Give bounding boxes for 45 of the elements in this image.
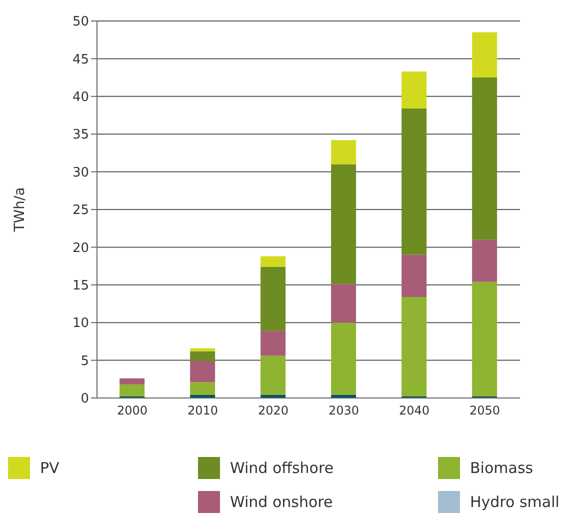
- y-tick-label: 35: [72, 128, 89, 143]
- bar: [260, 356, 286, 395]
- legend-label: PV: [40, 459, 60, 477]
- bar: [190, 351, 216, 362]
- bar: [120, 384, 145, 396]
- bar: [190, 348, 216, 352]
- bar: [120, 378, 145, 384]
- y-tick-label: 5: [80, 354, 89, 369]
- bar: [472, 282, 498, 396]
- bar: [260, 266, 286, 331]
- y-tick-label: 50: [72, 14, 89, 30]
- bar: [331, 164, 356, 284]
- x-tick-label: 2020: [258, 404, 289, 418]
- legend-label: Wind onshore: [230, 493, 333, 511]
- y-tick-label: 40: [72, 90, 89, 106]
- y-tick-label: 20: [72, 240, 89, 256]
- x-tick-label: 2010: [187, 404, 218, 418]
- y-tick-label: 0: [80, 392, 89, 407]
- bar: [402, 254, 427, 297]
- bar: [190, 361, 216, 382]
- y-tick-label: 45: [72, 52, 89, 68]
- x-tick-label: 2050: [469, 404, 500, 418]
- bar: [260, 256, 286, 267]
- y-tick-label: 15: [72, 278, 89, 294]
- bar: [402, 108, 427, 255]
- y-tick-label: 25: [72, 203, 89, 218]
- bar: [331, 284, 356, 323]
- bar: [331, 322, 356, 395]
- y-tick-label: 30: [72, 165, 89, 180]
- bar: [472, 32, 498, 78]
- bar: [260, 330, 286, 356]
- legend-label: Biomass: [470, 459, 534, 477]
- bar: [402, 296, 427, 396]
- bar: [190, 382, 216, 395]
- legend-label: Wind offshore: [230, 459, 334, 477]
- bar: [472, 240, 498, 282]
- legend-label: Hydro small: [470, 493, 560, 511]
- x-tick-label: 2030: [328, 404, 360, 418]
- x-tick-label: 2000: [116, 404, 148, 418]
- y-axis-title: TWh/a: [12, 187, 28, 233]
- x-tick-label: 2040: [398, 404, 430, 418]
- bar: [472, 78, 498, 240]
- bar: [402, 72, 427, 108]
- y-tick-label: 10: [72, 316, 89, 332]
- bar: [331, 140, 356, 164]
